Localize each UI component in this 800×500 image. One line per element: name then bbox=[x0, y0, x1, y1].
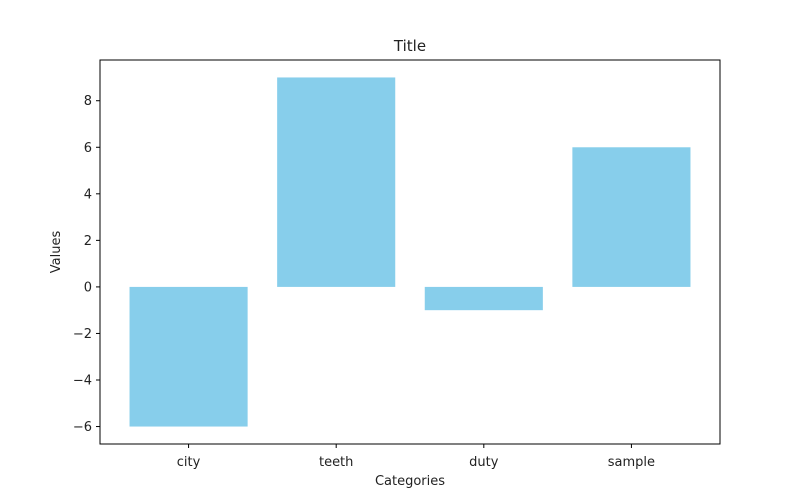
x-axis: city teeth duty sample bbox=[177, 444, 655, 470]
bars-group bbox=[129, 77, 691, 427]
y-axis: −6 −4 −2 0 2 4 6 8 bbox=[73, 94, 100, 435]
y-axis-label: Values bbox=[49, 231, 64, 274]
y-tick-label: 8 bbox=[84, 94, 92, 109]
y-tick-label: 0 bbox=[84, 280, 92, 295]
y-tick-label: −4 bbox=[73, 374, 92, 389]
y-tick-label: 6 bbox=[84, 141, 92, 156]
x-axis-label: Categories bbox=[375, 474, 445, 489]
y-tick-label: −2 bbox=[73, 327, 92, 342]
y-tick-label: −6 bbox=[73, 420, 92, 435]
bar-teeth bbox=[277, 77, 396, 287]
x-tick-label-duty: duty bbox=[469, 455, 499, 470]
y-tick-label: 4 bbox=[84, 187, 92, 202]
x-tick-label-sample: sample bbox=[608, 455, 655, 470]
x-tick-label-city: city bbox=[177, 455, 201, 470]
bar-city bbox=[129, 286, 248, 427]
bar-sample bbox=[572, 147, 691, 287]
chart-title: Title bbox=[393, 37, 426, 55]
x-tick-label-teeth: teeth bbox=[319, 455, 353, 470]
bar-duty bbox=[424, 286, 543, 311]
plot-frame bbox=[99, 59, 721, 445]
y-tick-label: 2 bbox=[84, 234, 92, 249]
